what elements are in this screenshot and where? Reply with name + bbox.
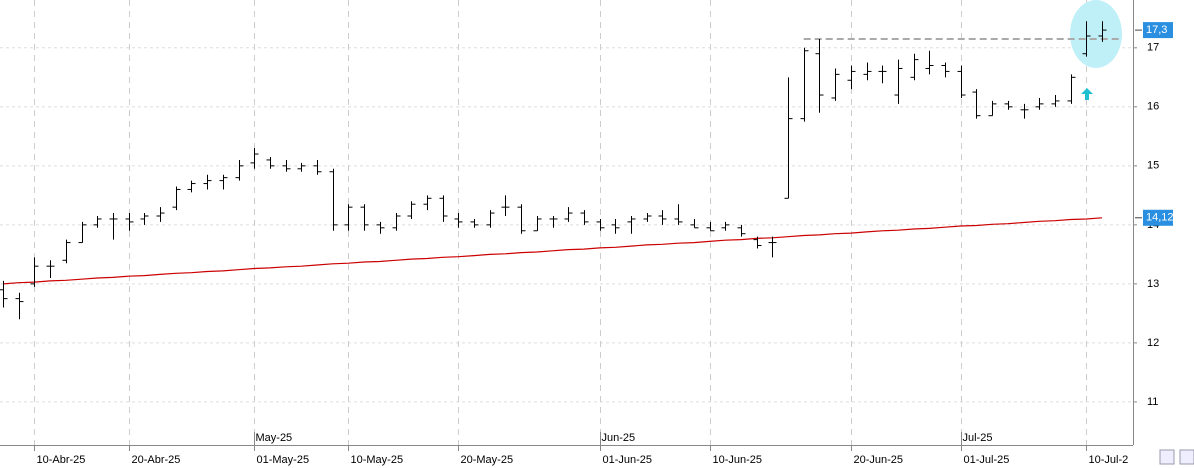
moving-average xyxy=(2,217,1103,285)
x-tick-label: 10-Jun-25 xyxy=(713,454,763,466)
y-tick-label: 15 xyxy=(1147,160,1159,172)
arrow-icon xyxy=(1081,88,1093,100)
x-tick-label: 10-Abr-25 xyxy=(37,454,86,466)
x-tick-label: 20-Jun-25 xyxy=(854,454,904,466)
button[interactable] xyxy=(1159,449,1175,465)
y-tick-label: 12 xyxy=(1147,337,1159,349)
x-tick-label: 20-May-25 xyxy=(461,454,514,466)
month-label: May-25 xyxy=(256,432,293,444)
price-marker-box xyxy=(1143,22,1173,39)
price-marker-box xyxy=(1143,209,1173,226)
x-tick-label: 10-Jul-2 xyxy=(1089,454,1129,466)
month-label: Jun-25 xyxy=(602,432,636,444)
x-tick-label: 20-Abr-25 xyxy=(132,454,181,466)
y-tick-label: 13 xyxy=(1147,278,1159,290)
button[interactable] xyxy=(1179,449,1194,465)
price-marker-label: 14,12 xyxy=(1146,212,1174,224)
y-tick-label: 17 xyxy=(1147,42,1159,54)
y-tick-label: 11 xyxy=(1147,396,1158,408)
x-tick-label: 01-Jun-25 xyxy=(603,454,653,466)
y-tick-label: 16 xyxy=(1147,101,1159,113)
x-tick-label: 01-Jul-25 xyxy=(964,454,1010,466)
x-tick-label: 10-May-25 xyxy=(351,454,404,466)
month-label: Jul-25 xyxy=(963,432,993,444)
x-tick-label: 01-May-25 xyxy=(257,454,310,466)
highlight-ellipse xyxy=(1070,0,1122,68)
price-marker-label: 17,3 xyxy=(1146,24,1167,36)
